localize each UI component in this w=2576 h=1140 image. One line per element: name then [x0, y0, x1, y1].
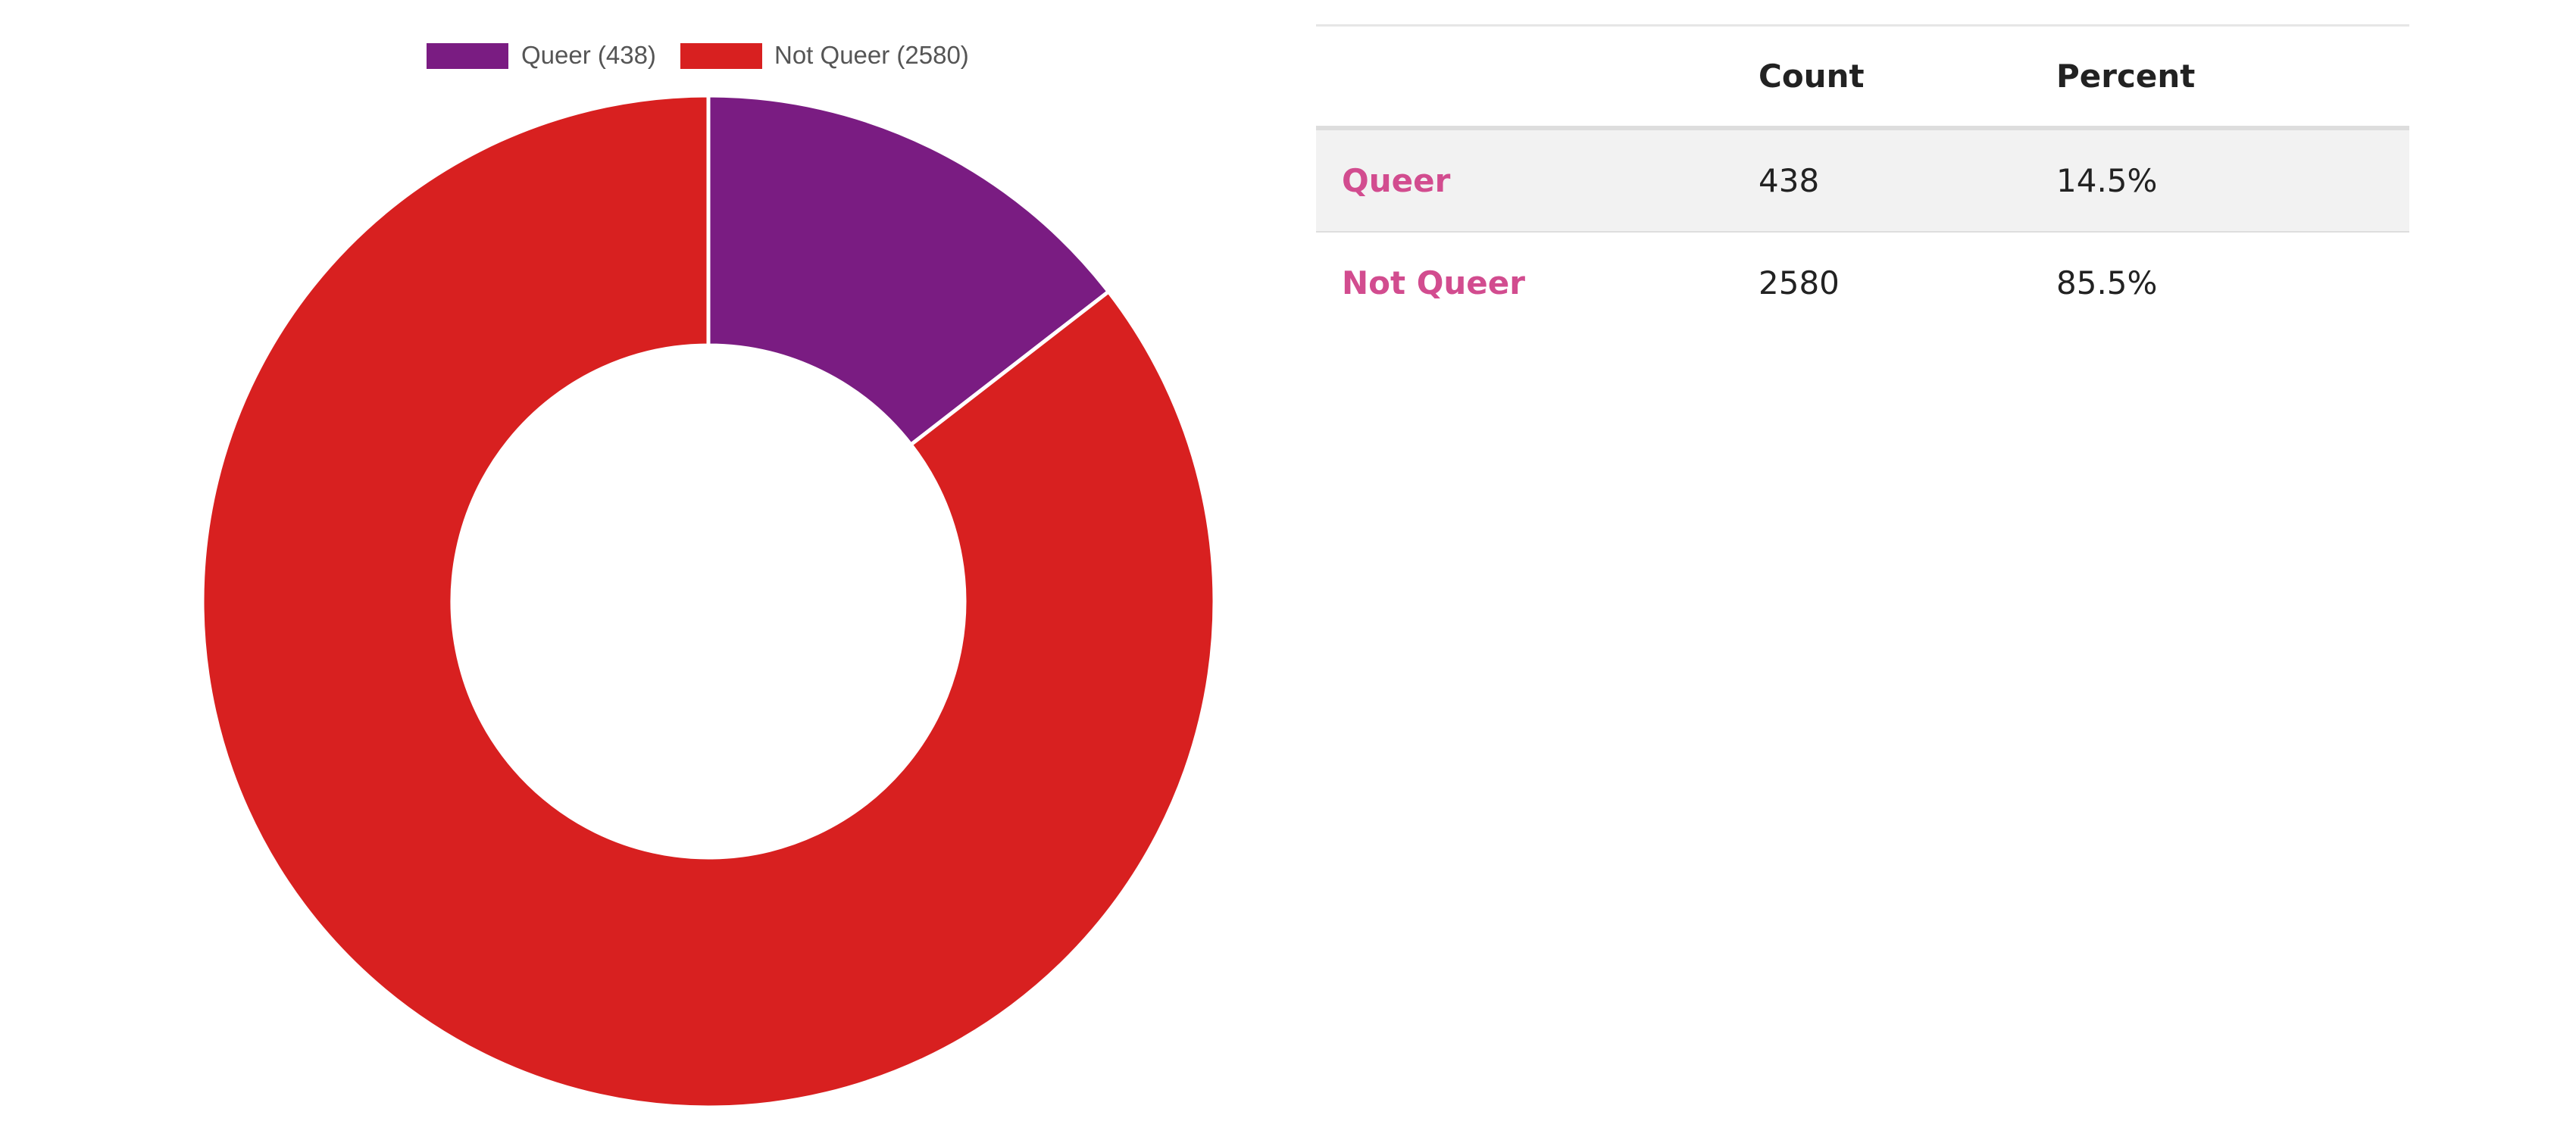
table-header-row: Count Percent [1316, 25, 2409, 130]
row-percent: 14.5% [2056, 128, 2409, 233]
row-label-queer: Queer [1316, 128, 1758, 233]
column-header-label [1316, 25, 1758, 130]
row-label-not-queer: Not Queer [1342, 264, 1525, 301]
column-header-count: Count [1758, 25, 2056, 130]
row-count: 2580 [1758, 264, 1840, 301]
table-row: Queer 438 14.5% [1316, 128, 2409, 233]
legend-swatch-queer [427, 43, 508, 69]
legend-label-queer: Queer (438) [521, 41, 656, 69]
chart-legend: Queer (438) Not Queer (2580) [427, 41, 969, 69]
chart-svg: Queer (438) Not Queer (2580) [200, 41, 1217, 1110]
table-row: Not Queer 2580 85.5% [1316, 232, 2409, 333]
donut-slices [200, 93, 1217, 1110]
donut-slice-queer [706, 93, 1111, 447]
legend-swatch-not-queer [680, 43, 762, 69]
row-percent: 85.5% [2056, 264, 2158, 301]
legend-label-not-queer: Not Queer (2580) [774, 41, 969, 69]
data-table: Count Percent Queer 438 14.5% Not Queer … [1316, 24, 2409, 333]
column-header-percent: Percent [2056, 25, 2409, 130]
row-count: 438 [1758, 128, 2056, 233]
donut-slice-not-queer [200, 93, 1217, 1110]
donut-chart: Queer (438) Not Queer (2580) [200, 41, 1217, 1110]
